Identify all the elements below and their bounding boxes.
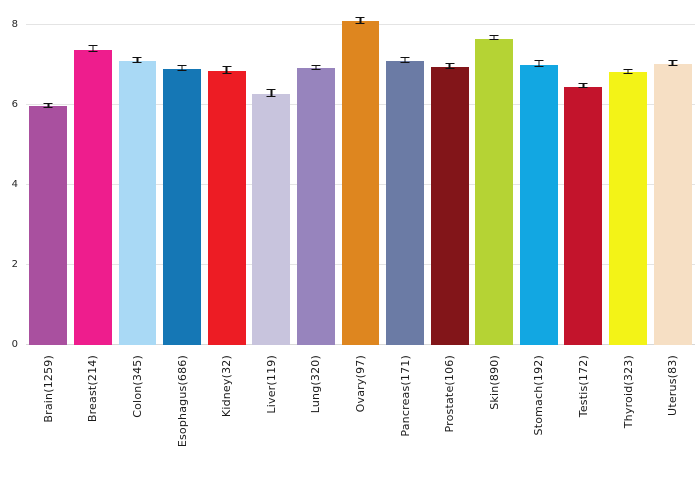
bar-slot <box>204 8 249 345</box>
x-axis-label-text: Liver(119) <box>264 355 278 414</box>
error-bar <box>400 57 410 64</box>
bar-slot <box>338 8 383 345</box>
bar-slot <box>606 8 651 345</box>
bar <box>475 38 514 345</box>
bar-slot <box>294 8 339 345</box>
y-axis-tick-label: 6 <box>11 99 18 110</box>
x-axis-label: Colon(345) <box>115 355 160 480</box>
error-bar <box>266 89 276 97</box>
bar <box>163 69 202 345</box>
bar-slot <box>472 8 517 345</box>
x-axis-labels: Brain(1259) Breast(214) Colon(345) Esophagu… <box>26 345 695 480</box>
error-bar <box>311 64 321 70</box>
x-axis-label-text: Colon(345) <box>130 355 144 418</box>
error-bar <box>445 63 455 69</box>
x-axis-label: Ovary(97) <box>338 355 383 480</box>
bar <box>73 49 112 345</box>
bar-slot <box>71 8 116 345</box>
x-axis-label-text: Prostate(106) <box>443 355 457 433</box>
bar-slot <box>115 8 160 345</box>
x-axis-label: Kidney(32) <box>204 355 249 480</box>
x-axis-label-text: Lung(320) <box>309 355 323 414</box>
x-axis-label-text: Stomach(192) <box>532 355 546 436</box>
x-axis-label: Pancreas(171) <box>383 355 428 480</box>
x-axis-label-text: Skin(890) <box>487 355 501 410</box>
bar <box>252 93 291 345</box>
y-axis-tick-label: 8 <box>11 19 18 30</box>
x-axis-label: Esophagus(686) <box>160 355 205 480</box>
error-bar <box>132 56 142 63</box>
bar <box>609 72 647 345</box>
y-axis: 0 2 4 6 8 <box>0 8 26 350</box>
x-axis-label-text: Brain(1259) <box>41 355 55 423</box>
bar <box>118 60 157 345</box>
x-axis-label: Lung(320) <box>294 355 339 480</box>
bar <box>386 61 424 345</box>
x-axis-label-text: Esophagus(686) <box>175 355 189 448</box>
plot-area <box>26 8 695 345</box>
error-bar <box>668 59 678 66</box>
y-axis-tick-label: 4 <box>11 179 18 190</box>
bar <box>430 67 469 345</box>
bar-slot <box>517 8 562 345</box>
x-axis-label: Brain(1259) <box>26 355 71 480</box>
bar <box>296 68 335 345</box>
bar-slot <box>26 8 71 345</box>
x-axis-label: Stomach(192) <box>517 355 562 480</box>
x-axis-label: Breast(214) <box>71 355 116 480</box>
x-axis-label-text: Testis(172) <box>576 355 590 418</box>
x-axis-label-text: Kidney(32) <box>220 355 234 418</box>
error-bar <box>222 65 232 75</box>
x-axis-label-text: Pancreas(171) <box>398 355 412 437</box>
error-bar <box>489 35 499 40</box>
x-axis-label: Thyroid(323) <box>606 355 651 480</box>
x-axis-label-text: Ovary(97) <box>353 355 367 413</box>
x-axis-label: Testis(172) <box>561 355 606 480</box>
bar-slot <box>249 8 294 345</box>
bar <box>29 106 68 345</box>
x-axis-label: Uterus(83) <box>650 355 695 480</box>
y-axis-tick-label: 0 <box>11 339 18 350</box>
bar <box>207 71 246 345</box>
y-axis-tick-label: 2 <box>11 259 18 270</box>
bar-slot <box>383 8 428 345</box>
bar-slot <box>427 8 472 345</box>
error-bar <box>88 45 98 53</box>
plot-row: 0 2 4 6 8 <box>0 8 695 350</box>
bar <box>341 21 380 345</box>
bar <box>564 86 603 345</box>
error-bar <box>177 65 187 71</box>
bar-slot <box>650 8 695 345</box>
x-axis-label-text: Thyroid(323) <box>621 355 635 429</box>
x-axis-label: Prostate(106) <box>427 355 472 480</box>
x-axis-label: Skin(890) <box>472 355 517 480</box>
bar <box>519 64 558 345</box>
error-bar <box>534 60 544 67</box>
error-bar <box>578 83 588 89</box>
error-bar <box>355 17 365 24</box>
bar-slot <box>160 8 205 345</box>
error-bar <box>43 102 53 108</box>
x-axis-label-text: Uterus(83) <box>666 355 680 416</box>
bar-slot <box>561 8 606 345</box>
error-bar <box>623 68 633 74</box>
x-axis-label: Liver(119) <box>249 355 294 480</box>
x-axis-label-text: Breast(214) <box>86 355 100 423</box>
bar <box>653 63 692 345</box>
